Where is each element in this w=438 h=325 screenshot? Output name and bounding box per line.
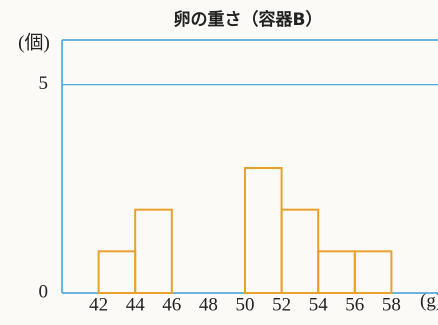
chart-title: 卵の重さ（容器B） [174, 9, 323, 30]
x-tick-label: 46 [162, 294, 181, 315]
x-tick-label: 42 [89, 294, 108, 315]
x-tick-label: 58 [382, 294, 401, 315]
y-axis-label: (個) [18, 31, 50, 53]
x-tick-label: 50 [236, 294, 255, 315]
x-tick-label: 44 [126, 294, 146, 315]
bar [134, 208, 173, 295]
x-tick-label: 48 [199, 294, 218, 315]
y-tick-label: 5 [39, 73, 49, 94]
x-tick-label: 56 [345, 294, 364, 315]
bar [353, 250, 393, 294]
x-axis-label: (g) [420, 290, 438, 311]
x-tick-label: 54 [309, 294, 329, 315]
y-tick-label: 0 [39, 281, 49, 302]
x-tick-label: 52 [272, 294, 291, 315]
